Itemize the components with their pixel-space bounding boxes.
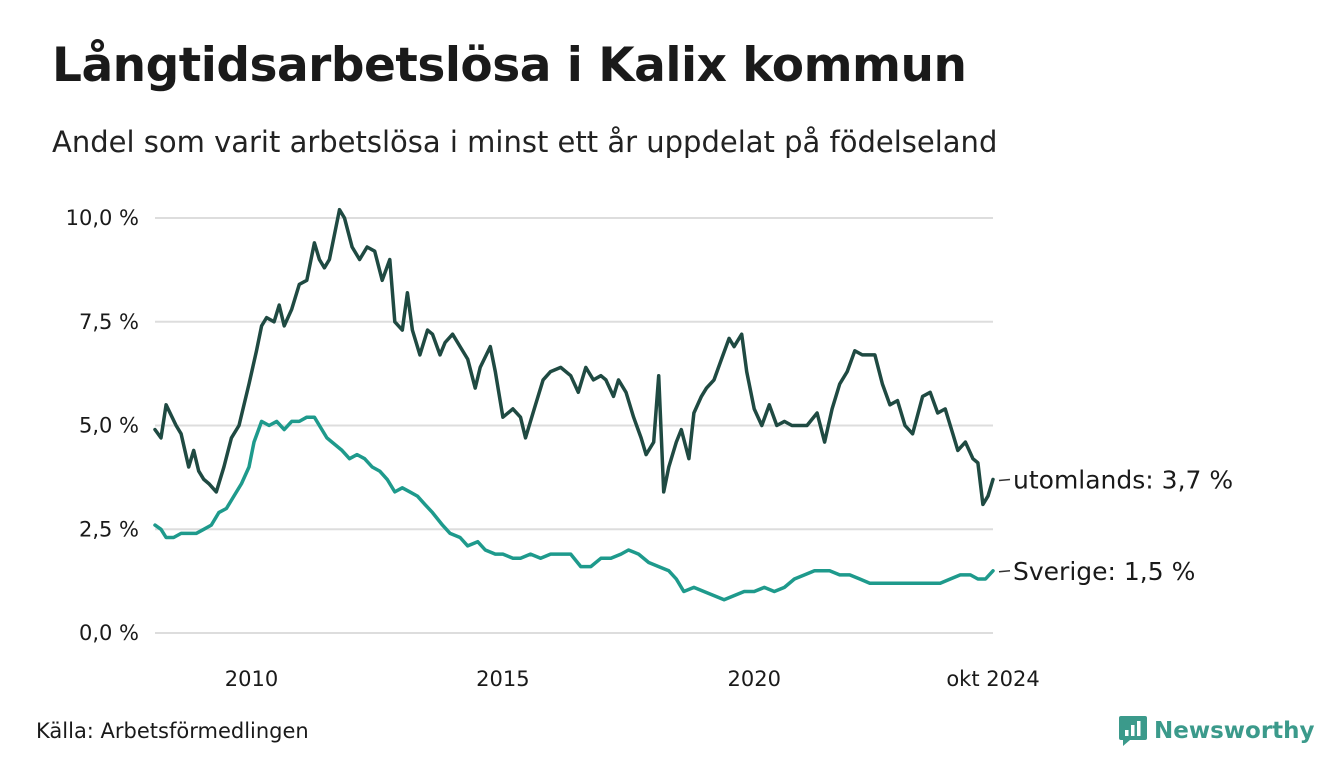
end-label-connector: [998, 570, 1011, 573]
series-line-utomlands: [153, 207, 995, 507]
x-tick-label: 2010: [225, 667, 278, 691]
y-tick-label: 2,5 %: [79, 517, 139, 541]
source-note: Källa: Arbetsförmedlingen: [36, 719, 309, 743]
end-label-connector: [998, 478, 1011, 482]
y-tick-label: 7,5 %: [79, 310, 139, 334]
series-line-sverige: [153, 415, 995, 602]
end-label-utomlands: utomlands: 3,7 %: [1013, 465, 1233, 494]
newsworthy-logo-icon: [1119, 716, 1147, 746]
y-tick-label: 10,0 %: [66, 206, 139, 230]
line-chart: 0,0 % 2,5 % 5,0 % 7,5 % 10,0 % 2010 2015 2020 ok…: [66, 206, 1234, 691]
y-tick-label: 5,0 %: [79, 414, 139, 438]
x-tick-label: 2020: [727, 667, 780, 691]
x-tick-label: okt 2024: [946, 667, 1039, 691]
chart-subtitle: Andel som varit arbetslösa i minst ett å…: [52, 125, 998, 159]
x-tick-label: 2015: [476, 667, 529, 691]
end-label-sverige: Sverige: 1,5 %: [1013, 557, 1195, 586]
chart-title: Långtidsarbetslösa i Kalix kommun: [52, 38, 967, 93]
brand-logo: Newsworthy: [1118, 714, 1315, 748]
y-tick-label: 0,0 %: [79, 621, 139, 645]
brand-name: Newsworthy: [1154, 718, 1315, 744]
